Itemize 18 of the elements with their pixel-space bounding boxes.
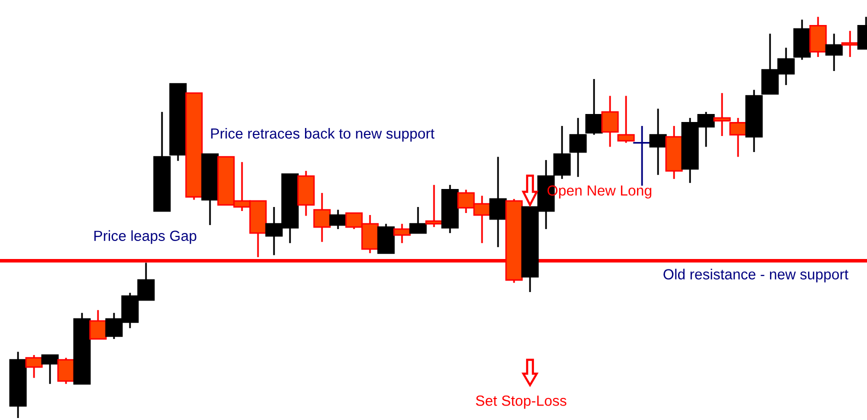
candlestick xyxy=(89,309,107,340)
candlestick xyxy=(25,354,43,379)
candlestick xyxy=(825,32,843,72)
annotation: Set Stop-Loss xyxy=(476,396,566,409)
candlestick xyxy=(409,206,427,234)
annotation: Price leaps Gap xyxy=(94,230,196,244)
candlestick xyxy=(393,223,411,244)
annotation: Price retraces back to new support xyxy=(211,128,434,142)
candlestick xyxy=(313,192,331,243)
candlestick xyxy=(41,354,59,385)
candlestick xyxy=(633,125,651,187)
candlestick xyxy=(841,30,859,58)
candlestick xyxy=(57,356,75,385)
candlestick xyxy=(649,108,667,176)
candlestick xyxy=(425,184,443,228)
candlestick xyxy=(329,208,347,230)
candlestick xyxy=(489,156,507,248)
ref-line-label: Old resistance - new support xyxy=(664,268,848,282)
